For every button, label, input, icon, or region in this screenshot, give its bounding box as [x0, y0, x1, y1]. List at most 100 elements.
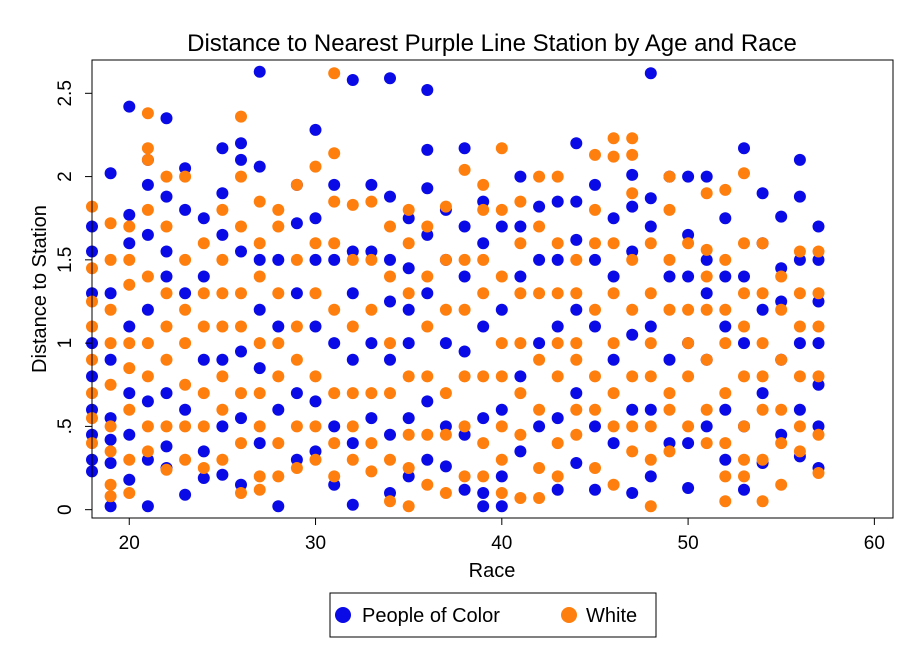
y-tick-label: 2.5	[55, 80, 76, 106]
x-axis: 20 30 40 50 60	[119, 518, 885, 554]
data-point	[216, 253, 229, 266]
data-point	[216, 370, 229, 383]
data-point	[700, 303, 713, 316]
data-point	[123, 487, 136, 499]
data-point	[775, 295, 788, 308]
data-point	[570, 233, 583, 246]
data-point	[421, 228, 434, 241]
data-point	[570, 387, 583, 400]
chart-title: Distance to Nearest Purple Line Station …	[187, 30, 797, 57]
data-point	[589, 237, 601, 250]
data-point	[160, 420, 173, 433]
data-point	[123, 473, 136, 486]
data-point	[663, 445, 676, 458]
legend-marker-people-of-color	[335, 607, 351, 623]
data-point	[551, 470, 564, 483]
data-point	[160, 287, 173, 300]
data-point	[458, 142, 471, 155]
data-point	[346, 74, 359, 86]
data-point	[328, 67, 341, 80]
data-point	[141, 445, 154, 458]
data-point	[421, 270, 434, 283]
data-point	[421, 370, 434, 383]
data-point	[477, 195, 490, 208]
data-point	[775, 303, 788, 316]
data-point	[253, 270, 266, 283]
data-point	[235, 245, 247, 258]
data-point	[365, 337, 378, 350]
data-point	[477, 253, 490, 266]
data-point	[589, 420, 601, 433]
data-point	[533, 337, 546, 350]
data-point	[235, 220, 247, 233]
data-point	[384, 270, 396, 283]
data-point	[738, 320, 750, 333]
data-point	[644, 470, 657, 483]
data-point	[253, 387, 266, 400]
data-point	[607, 437, 620, 450]
data-point	[626, 445, 639, 458]
data-point	[514, 287, 527, 300]
data-point	[458, 220, 471, 233]
x-tick-label: 60	[864, 533, 885, 554]
data-point	[346, 420, 359, 433]
data-point	[141, 270, 154, 283]
x-tick-label: 40	[491, 533, 512, 554]
data-point	[775, 428, 788, 441]
data-point	[738, 483, 750, 496]
data-point	[235, 137, 247, 150]
data-point	[384, 295, 396, 308]
data-point	[700, 287, 713, 300]
data-point	[365, 195, 378, 208]
data-point	[607, 353, 620, 366]
data-point	[756, 237, 769, 250]
data-point	[589, 203, 601, 216]
data-point	[253, 437, 266, 450]
data-point	[421, 395, 434, 408]
data-point	[793, 320, 806, 333]
data-point	[775, 478, 788, 491]
data-point	[384, 190, 396, 203]
data-point	[607, 287, 620, 300]
data-point	[253, 303, 266, 316]
y-tick-label: 2	[55, 171, 76, 182]
data-point	[197, 420, 210, 433]
data-point	[738, 142, 750, 155]
data-point	[253, 483, 266, 496]
y-tick-label: 1	[55, 338, 76, 349]
data-point	[123, 237, 136, 250]
data-point	[104, 303, 117, 316]
data-point	[216, 468, 229, 481]
legend: People of Color White	[329, 592, 657, 638]
data-point	[719, 212, 732, 225]
data-point	[104, 490, 117, 503]
data-point	[700, 170, 713, 183]
data-point	[812, 420, 825, 433]
data-point	[700, 420, 713, 433]
data-point	[421, 220, 434, 233]
data-point	[458, 428, 471, 441]
data-point	[160, 112, 173, 125]
data-point	[495, 487, 508, 499]
data-point	[477, 487, 490, 499]
data-point	[570, 457, 583, 469]
data-point	[514, 445, 527, 458]
data-point	[104, 457, 117, 469]
data-point	[570, 303, 583, 316]
data-point	[235, 387, 247, 400]
data-point	[477, 237, 490, 250]
data-point	[402, 262, 415, 275]
data-point	[495, 220, 508, 233]
data-point	[179, 162, 192, 175]
data-point	[384, 487, 396, 499]
data-point	[104, 353, 117, 366]
data-point	[793, 337, 806, 350]
data-point	[309, 420, 322, 433]
data-point	[104, 500, 117, 513]
data-point	[309, 237, 322, 250]
data-point	[160, 270, 173, 283]
data-point	[756, 287, 769, 300]
data-point	[141, 370, 154, 383]
data-point	[179, 203, 192, 216]
